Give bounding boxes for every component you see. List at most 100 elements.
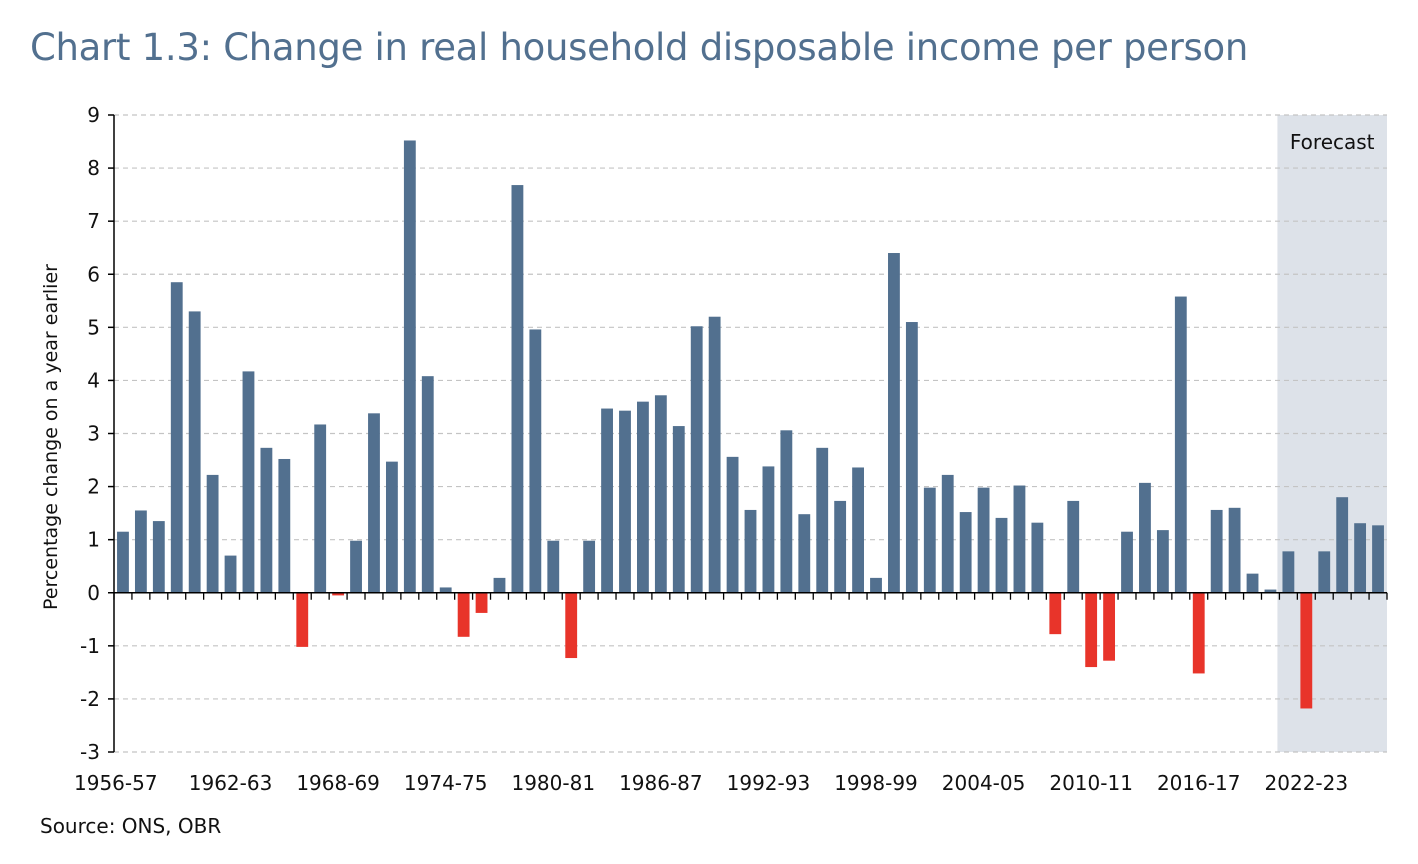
axes: [108, 114, 1388, 753]
bar: [1318, 551, 1331, 593]
bar: [529, 329, 542, 593]
bar: [619, 410, 631, 593]
bar: [475, 592, 488, 613]
bar: [601, 408, 613, 593]
x-tick-label: 1980-81: [511, 771, 595, 795]
x-tick-label: 2016-17: [1157, 771, 1241, 795]
x-tick-label: 1992-93: [727, 771, 811, 795]
bars: [117, 140, 1384, 709]
y-tick-label: -2: [80, 687, 100, 711]
y-tick-label: 4: [87, 368, 100, 392]
bar: [1156, 530, 1169, 593]
bar: [1336, 497, 1349, 593]
bar: [834, 500, 847, 593]
bar: [1228, 507, 1241, 593]
bar: [152, 521, 165, 593]
bar: [1174, 296, 1187, 593]
bar: [959, 512, 972, 593]
bar: [995, 517, 1008, 593]
y-tick-label: 8: [87, 156, 100, 180]
bar: [493, 577, 506, 593]
bar: [852, 467, 864, 593]
y-tick-label: 9: [87, 103, 100, 127]
bar: [350, 540, 362, 593]
bar: [1282, 551, 1295, 593]
bar: [368, 413, 380, 593]
y-tick-label: 6: [87, 262, 100, 286]
bar: [816, 447, 829, 593]
source-note: Source: ONS, OBR: [40, 814, 222, 838]
x-tick-label: 1974-75: [404, 771, 488, 795]
x-tick-label: 1968-69: [296, 771, 380, 795]
bar: [439, 587, 452, 593]
y-tick-label: 1: [87, 528, 100, 552]
y-tick-label: 5: [87, 315, 100, 339]
bar: [1354, 523, 1367, 593]
bar: [314, 424, 327, 593]
bar: [708, 316, 721, 593]
bar: [332, 592, 345, 596]
bar: [870, 577, 882, 593]
y-tick-label: 3: [87, 422, 100, 446]
bar: [1300, 592, 1313, 709]
bar: [1031, 522, 1044, 593]
bar: [188, 311, 201, 593]
bar: [1246, 573, 1259, 593]
bar: [403, 140, 416, 593]
bar: [385, 461, 398, 593]
bar: [923, 487, 936, 593]
x-tick-label: 1986-87: [619, 771, 703, 795]
bar: [421, 376, 434, 593]
bar: [1121, 531, 1133, 593]
bar: [1264, 589, 1277, 593]
bar: [117, 531, 129, 593]
bar: [726, 456, 739, 593]
bar: [798, 514, 811, 593]
bar: [206, 474, 219, 593]
bar: [690, 326, 703, 593]
bar: [547, 540, 560, 593]
bar: [134, 510, 147, 593]
y-tick-label: 7: [87, 209, 100, 233]
bar: [1372, 525, 1384, 593]
y-axis-title: Percentage change on a year earlier: [40, 264, 62, 610]
bar: [170, 282, 183, 593]
bar: [511, 185, 524, 593]
x-tick-label: 1962-63: [189, 771, 273, 795]
chart-title: Chart 1.3: Change in real household disp…: [30, 26, 1249, 69]
x-tick-label: 1956-57: [74, 771, 158, 795]
y-tick-label: 0: [87, 581, 100, 605]
bar: [1192, 592, 1205, 674]
bar: [780, 430, 793, 593]
bar: [260, 447, 273, 593]
bar: [905, 322, 918, 593]
bar: [457, 592, 470, 637]
forecast-label: Forecast: [1290, 130, 1375, 154]
x-tick-label: 1998-99: [834, 771, 918, 795]
bar: [1210, 509, 1223, 593]
bar: [1085, 592, 1098, 668]
bar: [242, 371, 255, 593]
bar: [637, 401, 649, 593]
y-tick-label: 2: [87, 475, 100, 499]
bar: [583, 540, 596, 593]
bar: [1049, 592, 1062, 635]
y-tick-label: -3: [80, 740, 100, 764]
axis-labels: -3 -2 -1 0 1 2 3 4 5 6 7 8 9 1956-57 1962-63 1968-69 197…: [74, 103, 1348, 795]
bar: [941, 474, 954, 593]
bar: [565, 592, 578, 659]
bar: [278, 458, 291, 593]
bar: [977, 487, 990, 593]
bar: [672, 426, 685, 593]
x-tick-label: 2010-11: [1049, 771, 1133, 795]
bar: [296, 592, 309, 647]
bar: [1139, 482, 1151, 593]
bar: [744, 509, 757, 593]
bar: [224, 555, 237, 593]
x-tick-label: 2004-05: [942, 771, 1026, 795]
bar: [762, 466, 775, 593]
bar: [888, 253, 900, 593]
bar: [1103, 592, 1116, 661]
bar: [654, 395, 667, 593]
